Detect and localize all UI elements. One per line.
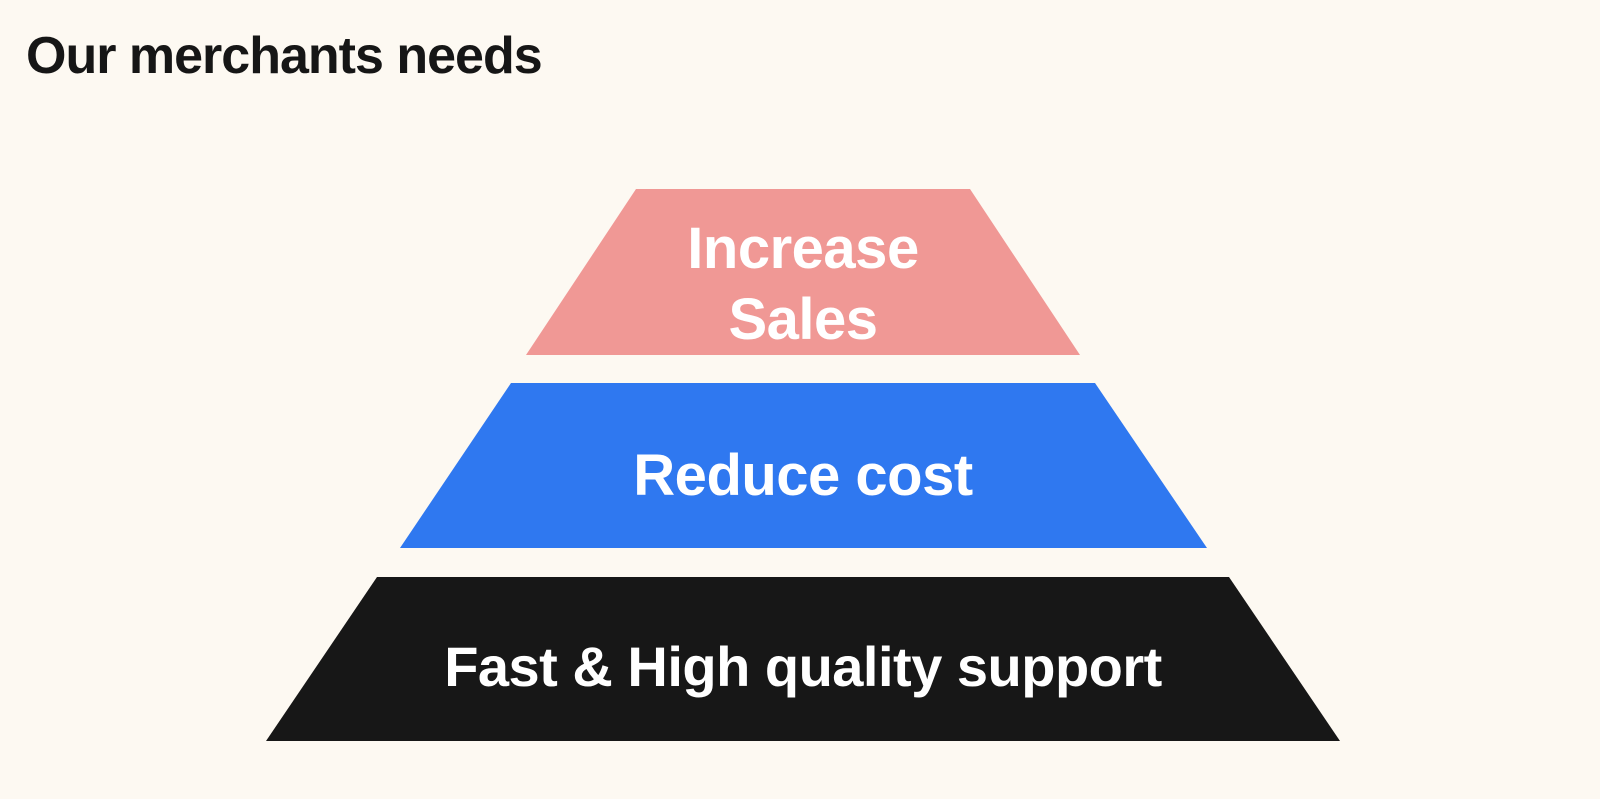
page-title: Our merchants needs [26, 27, 543, 85]
tier-middle-label: Reduce cost [633, 443, 973, 508]
tier-top-label-line2: Sales [728, 287, 877, 352]
tier-top-label-line1: Increase [687, 216, 918, 281]
tier-bottom-label: Fast & High quality support [444, 635, 1162, 698]
pyramid-tier-top [526, 189, 1080, 355]
pyramid-tier-middle [400, 383, 1207, 548]
pyramid-tier-bottom [266, 577, 1340, 741]
